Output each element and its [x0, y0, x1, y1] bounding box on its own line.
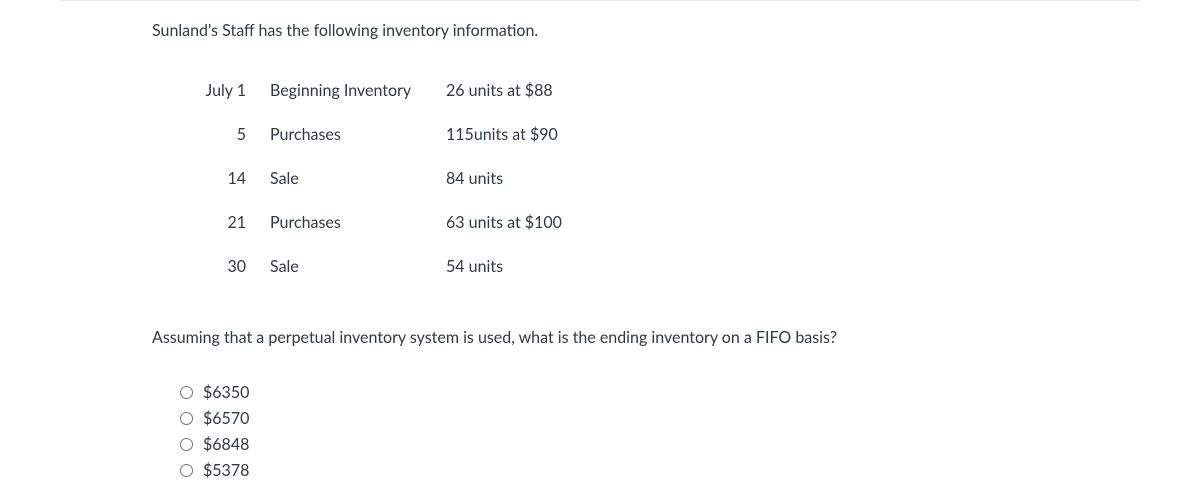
option-radio[interactable]	[180, 386, 193, 399]
cell-desc: Sale	[270, 169, 446, 188]
option-row[interactable]: $5378	[180, 457, 1140, 483]
cell-date: July 1	[180, 81, 270, 100]
option-radio[interactable]	[180, 438, 193, 451]
option-label: $6848	[203, 435, 249, 454]
table-row: 21 Purchases 63 units at $100	[180, 200, 1140, 244]
cell-desc: Sale	[270, 257, 446, 276]
cell-detail: 63 units at $100	[446, 213, 562, 232]
option-label: $5378	[203, 461, 249, 480]
cell-detail: 54 units	[446, 257, 503, 276]
option-radio[interactable]	[180, 464, 193, 477]
cell-date: 14	[180, 169, 270, 188]
option-row[interactable]: $6848	[180, 431, 1140, 457]
cell-date: 21	[180, 213, 270, 232]
table-row: 5 Purchases 115units at $90	[180, 112, 1140, 156]
table-row: 30 Sale 54 units	[180, 244, 1140, 288]
inventory-table: July 1 Beginning Inventory 26 units at $…	[180, 68, 1140, 288]
option-label: $6350	[203, 383, 249, 402]
cell-desc: Beginning Inventory	[270, 81, 446, 100]
question-text: Assuming that a perpetual inventory syst…	[152, 328, 1140, 347]
table-row: 14 Sale 84 units	[180, 156, 1140, 200]
table-row: July 1 Beginning Inventory 26 units at $…	[180, 68, 1140, 112]
option-row[interactable]: $6350	[180, 379, 1140, 405]
cell-date: 30	[180, 257, 270, 276]
question-container: Sunland's Staff has the following invent…	[60, 0, 1140, 483]
option-radio[interactable]	[180, 412, 193, 425]
option-row[interactable]: $6570	[180, 405, 1140, 431]
cell-detail: 115units at $90	[446, 125, 558, 144]
question-intro: Sunland's Staff has the following invent…	[152, 21, 1140, 40]
cell-date: 5	[180, 125, 270, 144]
cell-detail: 84 units	[446, 169, 503, 188]
cell-desc: Purchases	[270, 125, 446, 144]
cell-desc: Purchases	[270, 213, 446, 232]
option-label: $6570	[203, 409, 249, 428]
answer-options: $6350 $6570 $6848 $5378	[180, 379, 1140, 483]
cell-detail: 26 units at $88	[446, 81, 553, 100]
